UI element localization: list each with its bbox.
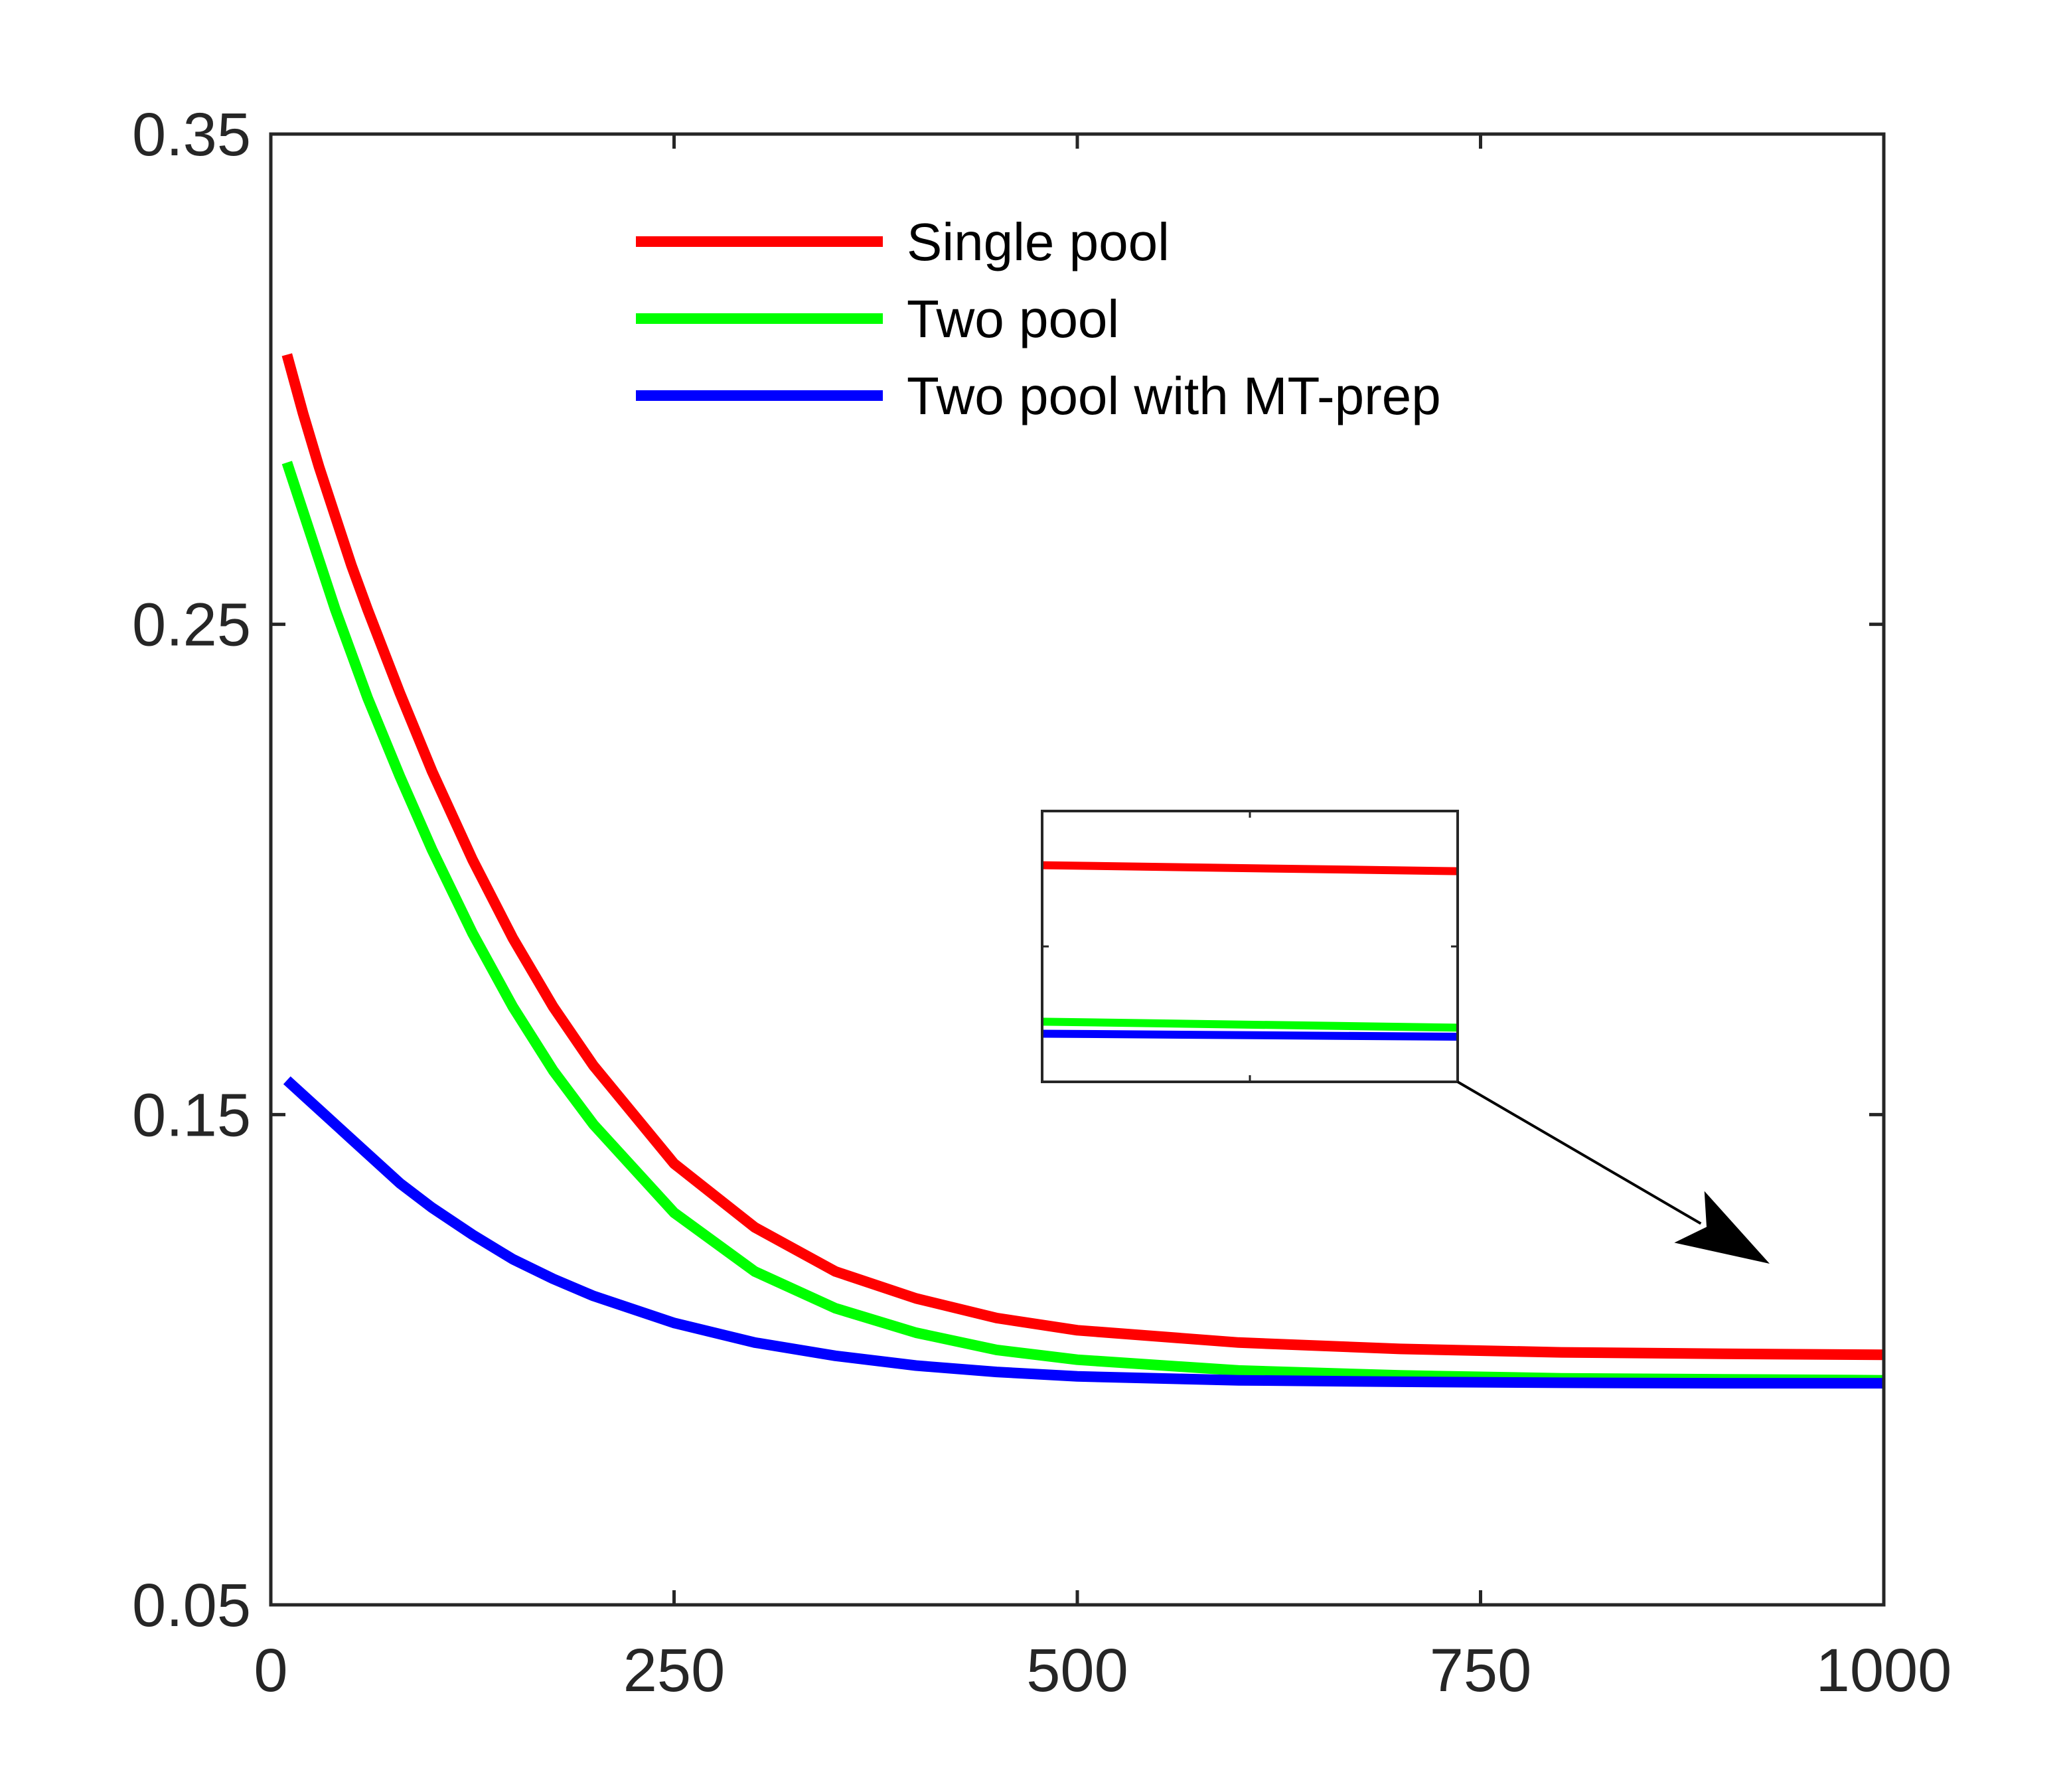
x-tick-label: 500 bbox=[1026, 1637, 1128, 1704]
series-line-single-pool bbox=[281, 353, 1884, 1361]
legend-label-single-pool: Single pool bbox=[907, 212, 1170, 271]
x-tick-label: 0 bbox=[254, 1637, 287, 1704]
y-tick-label: 0.15 bbox=[132, 1081, 251, 1149]
series-line-two-pool bbox=[281, 461, 1884, 1386]
inset-background bbox=[1042, 811, 1458, 1082]
zoom-arrow bbox=[1456, 1081, 1770, 1264]
series-line-two-pool-with-mt-prep bbox=[283, 1076, 1884, 1389]
x-tick-label: 250 bbox=[623, 1637, 726, 1704]
inset-line-two-pool-with-mt-prep bbox=[1041, 1029, 1458, 1041]
legend: Single pool Two pool Two pool with MT-prep bbox=[636, 212, 1441, 425]
x-tick-label: 750 bbox=[1430, 1637, 1532, 1704]
ticks-layer: 0 250 500 750 1000 0.05 0.15 0.25 0.35 bbox=[132, 101, 1952, 1704]
arrow-head bbox=[1674, 1191, 1770, 1264]
y-tick-label: 0.35 bbox=[132, 101, 251, 169]
y-tick-label: 0.05 bbox=[132, 1572, 251, 1639]
legend-label-two-pool-with-mt-prep: Two pool with MT-prep bbox=[907, 366, 1441, 425]
x-tick-label: 1000 bbox=[1816, 1637, 1952, 1704]
inset-line-single-pool bbox=[1041, 861, 1458, 875]
inset-zoom bbox=[1041, 810, 1459, 1083]
legend-label-two-pool: Two pool bbox=[907, 289, 1119, 348]
inset-line-two-pool bbox=[1041, 1017, 1458, 1032]
y-tick-label: 0.25 bbox=[132, 591, 251, 659]
arrow-shaft bbox=[1456, 1081, 1702, 1225]
series-layer bbox=[281, 353, 1884, 1389]
